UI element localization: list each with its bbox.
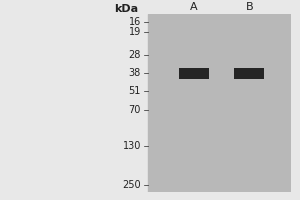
Text: 28: 28	[128, 50, 141, 60]
Bar	[234, 68, 264, 79]
Text: 70: 70	[128, 105, 141, 115]
Text: 16: 16	[129, 17, 141, 27]
Text: A: A	[190, 2, 198, 12]
Text: 19: 19	[129, 27, 141, 37]
Bar	[179, 68, 209, 79]
Text: 38: 38	[129, 68, 141, 78]
Text: kDa: kDa	[114, 4, 139, 14]
Text: 130: 130	[122, 141, 141, 151]
Text: B: B	[246, 2, 253, 12]
Bar	[148, 14, 291, 192]
Text: 51: 51	[128, 86, 141, 96]
Text: 250: 250	[122, 180, 141, 190]
